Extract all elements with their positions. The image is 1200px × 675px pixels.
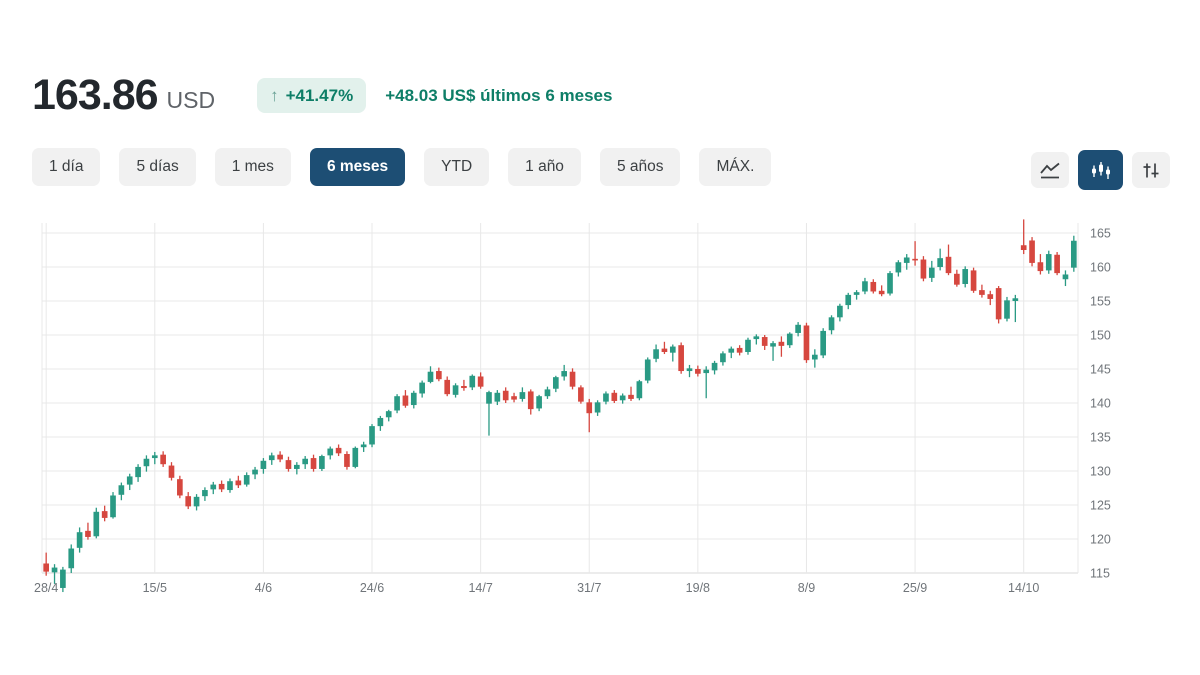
svg-text:25/9: 25/9 [903,581,927,595]
tab-5-anos[interactable]: 5 años [599,148,681,186]
candlestick-button[interactable] [1078,150,1123,190]
line-chart-button[interactable] [1031,152,1069,188]
svg-text:31/7: 31/7 [577,581,601,595]
svg-text:140: 140 [1090,397,1111,411]
tab-5-dias[interactable]: 5 días [119,148,196,186]
svg-text:145: 145 [1090,363,1111,377]
svg-text:24/6: 24/6 [360,581,384,595]
price-header: 163.86 USD ↑ +41.47% +48.03 US$ últimos … [32,74,612,117]
svg-text:150: 150 [1090,329,1111,343]
svg-text:120: 120 [1090,533,1111,547]
candlestick-chart[interactable]: 115 120 125 130 135 140 145 150 155 160 165 28/4 15/… [0,210,1200,625]
price-chart-area: 115 120 125 130 135 140 145 150 155 160 165 28/4 15/… [0,210,1200,630]
arrow-up-icon: ↑ [270,86,279,105]
chart-type-toolbar [1031,150,1170,190]
svg-text:28/4: 28/4 [34,581,58,595]
svg-text:4/6: 4/6 [255,581,272,595]
candlestick-icon [1090,161,1112,180]
change-percent: +41.47% [285,86,354,105]
line-chart-icon [1039,161,1061,180]
svg-text:8/9: 8/9 [798,581,815,595]
svg-text:14/7: 14/7 [468,581,492,595]
tab-ytd[interactable]: YTD [424,148,490,186]
price-value: 163.86 [32,71,159,119]
ohlc-settings-icon [1140,161,1162,180]
change-badge: ↑ +41.47% [257,78,367,113]
svg-text:165: 165 [1090,227,1111,241]
svg-text:15/5: 15/5 [143,581,167,595]
svg-text:160: 160 [1090,261,1111,275]
svg-text:19/8: 19/8 [686,581,710,595]
tab-max[interactable]: MÁX. [699,148,772,186]
tab-1-ano[interactable]: 1 año [508,148,581,186]
range-tabs: 1 día 5 días 1 mes 6 meses YTD 1 año 5 a… [32,148,772,186]
svg-text:14/10: 14/10 [1008,581,1039,595]
svg-text:135: 135 [1090,431,1111,445]
change-detail-text: +48.03 US$ últimos 6 meses [385,85,613,105]
tab-1-dia[interactable]: 1 día [32,148,101,186]
svg-text:125: 125 [1090,499,1111,513]
ohlc-settings-button[interactable] [1132,152,1170,188]
currency-label: USD [166,87,216,113]
tab-6-meses[interactable]: 6 meses [309,148,406,186]
tab-1-mes[interactable]: 1 mes [214,148,291,186]
svg-text:130: 130 [1090,465,1111,479]
svg-text:155: 155 [1090,295,1111,309]
svg-text:115: 115 [1090,567,1110,581]
